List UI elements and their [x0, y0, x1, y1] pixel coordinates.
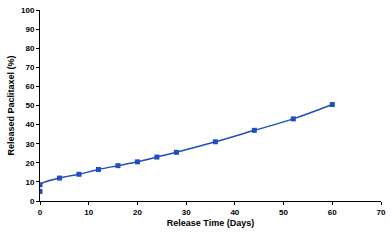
svg-text:Release Time (Days): Release Time (Days)	[167, 218, 254, 228]
svg-text:50: 50	[25, 101, 34, 110]
svg-text:10: 10	[25, 178, 34, 187]
svg-text:40: 40	[230, 208, 239, 217]
svg-text:60: 60	[25, 82, 34, 91]
svg-text:0: 0	[38, 208, 43, 217]
svg-text:50: 50	[279, 208, 288, 217]
svg-text:40: 40	[25, 120, 34, 129]
svg-text:20: 20	[25, 159, 34, 168]
svg-text:20: 20	[133, 208, 142, 217]
svg-text:Released Paclitaxel (%): Released Paclitaxel (%)	[6, 55, 16, 155]
svg-text:30: 30	[182, 208, 191, 217]
svg-text:0: 0	[30, 197, 35, 206]
svg-text:70: 70	[377, 208, 386, 217]
svg-text:90: 90	[25, 25, 34, 34]
svg-text:60: 60	[328, 208, 337, 217]
svg-text:80: 80	[25, 44, 34, 53]
svg-text:70: 70	[25, 63, 34, 72]
svg-text:100: 100	[21, 6, 35, 15]
svg-text:10: 10	[84, 208, 93, 217]
svg-text:30: 30	[25, 140, 34, 149]
